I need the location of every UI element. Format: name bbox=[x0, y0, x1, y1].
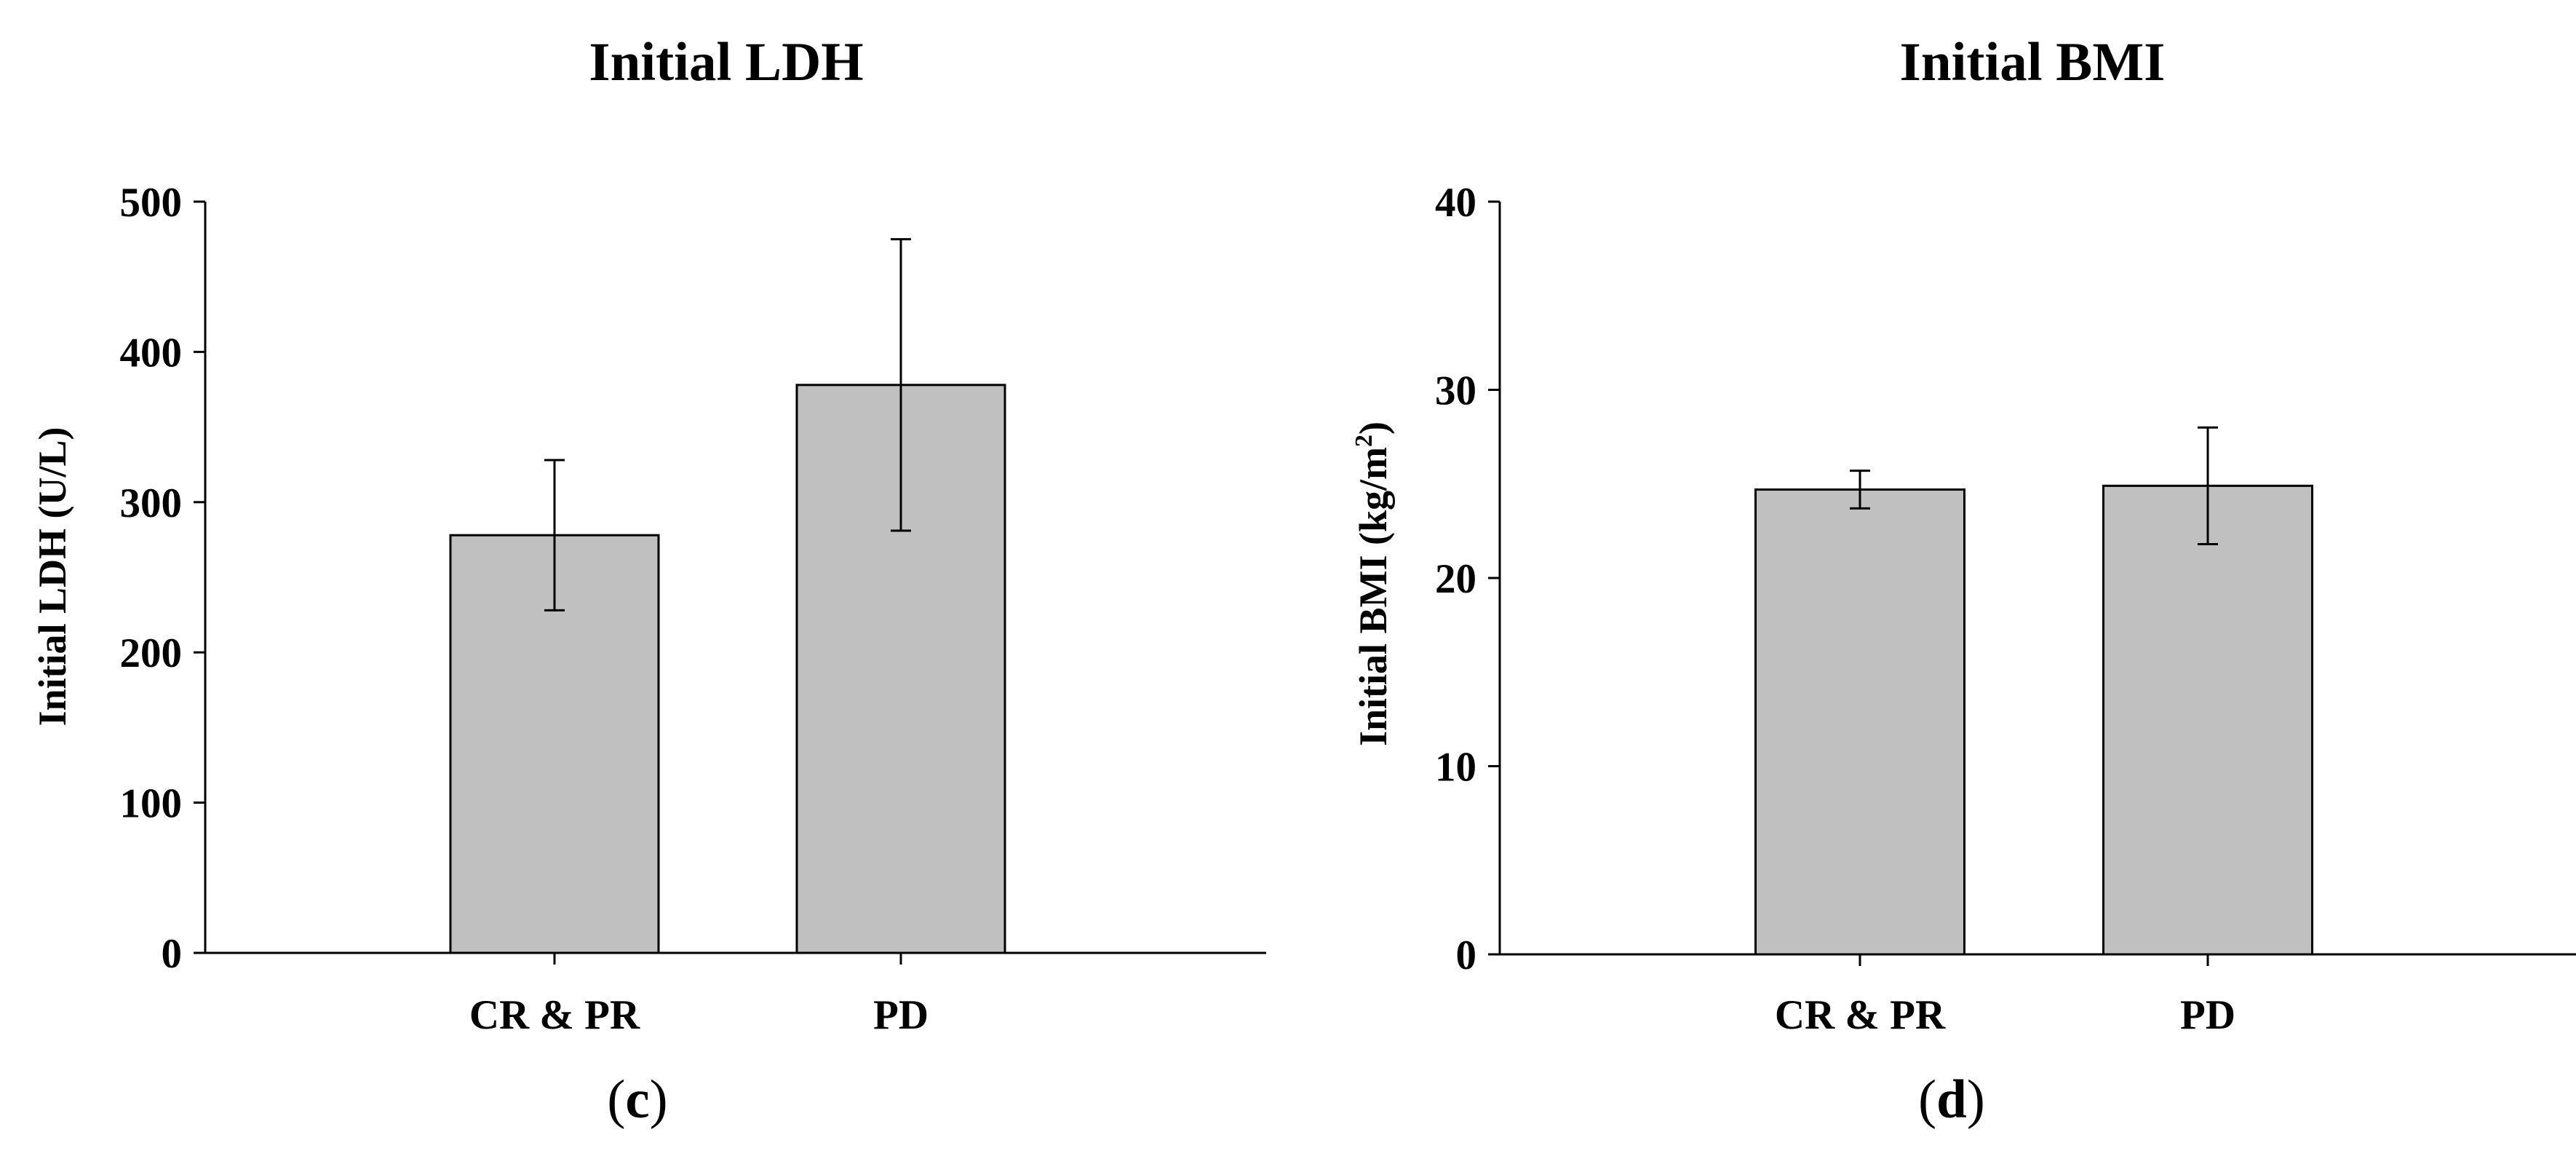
bar bbox=[1754, 488, 1965, 956]
bars bbox=[449, 238, 1006, 965]
chart-title: Initial BMI bbox=[1900, 32, 2166, 92]
x-category-label: PD bbox=[2180, 992, 2235, 1038]
x-category-label: CR & PR bbox=[469, 992, 640, 1038]
y-tick-label: 20 bbox=[1435, 556, 1476, 602]
y-axis-label: Initial BMI (kg/m2) bbox=[1351, 421, 1395, 746]
y-tick-label: 0 bbox=[1456, 933, 1477, 978]
category-labels: CR & PR PD bbox=[469, 992, 929, 1038]
y-tick-label: 200 bbox=[120, 630, 183, 676]
y-axis-label: Initial LDH (U/L) bbox=[31, 427, 74, 726]
y-ticks: 0 10 20 30 40 bbox=[1435, 180, 1500, 978]
y-tick-label: 500 bbox=[120, 180, 183, 226]
chart-title: Initial LDH bbox=[589, 32, 863, 92]
y-tick-label: 100 bbox=[120, 781, 183, 827]
chart-panel-bmi: Initial BMI Initial BMI (kg/m2) 0 10 20 30 4… bbox=[1351, 32, 2576, 1130]
x-category-label: PD bbox=[873, 992, 929, 1038]
bar bbox=[2102, 484, 2313, 956]
y-tick-label: 10 bbox=[1435, 745, 1476, 791]
y-tick-label: 40 bbox=[1435, 180, 1476, 226]
bars bbox=[1754, 426, 2313, 966]
panel-label: (c) bbox=[607, 1069, 667, 1130]
chart-panel-ldh: Initial LDH Initial LDH (U/L) 0 100 200 300… bbox=[31, 32, 1266, 1130]
y-ticks: 0 100 200 300 400 500 bbox=[120, 180, 205, 977]
y-tick-label: 400 bbox=[120, 330, 183, 376]
x-category-label: CR & PR bbox=[1775, 992, 1946, 1038]
panel-label: (d) bbox=[1918, 1069, 1985, 1130]
y-tick-label: 30 bbox=[1435, 368, 1476, 414]
category-labels: CR & PR PD bbox=[1775, 992, 2235, 1038]
y-tick-label: 0 bbox=[162, 931, 183, 977]
y-tick-label: 300 bbox=[120, 480, 183, 526]
